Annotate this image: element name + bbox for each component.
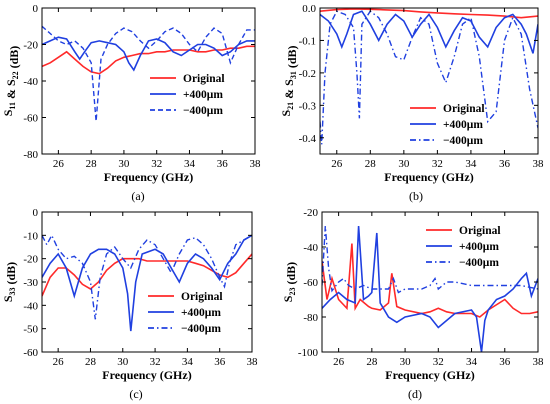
- legend: Original +400μm −400μm: [150, 73, 225, 117]
- x-tick-label: 28: [85, 356, 97, 368]
- x-tick-label: 26: [53, 356, 65, 368]
- legend-label: Original: [459, 225, 501, 237]
- x-tick-label: 36: [214, 356, 226, 368]
- legend-label: −400μm: [181, 323, 221, 335]
- y-tick-label: 0.0: [302, 3, 316, 15]
- x-tick-label: 38: [250, 158, 262, 170]
- legend: Original +400μm −400μm: [148, 291, 223, 335]
- y-tick-label: -40: [23, 300, 38, 312]
- series-line-solid-1: [42, 36, 255, 72]
- legend: Original +400μm −400μm: [426, 225, 501, 269]
- y-tick-label: -0.2: [299, 68, 316, 80]
- y-tick-label: 0: [33, 3, 39, 15]
- y-axis-label: S11 & S22 (dB): [1, 46, 21, 117]
- legend-label: +400μm: [443, 119, 483, 131]
- legend-label: +400μm: [459, 241, 499, 253]
- x-tick-label: 34: [466, 356, 478, 368]
- legend-label: Original: [443, 103, 485, 115]
- series-line-dashdot-2: [42, 233, 252, 320]
- y-tick-label: -20: [303, 207, 318, 219]
- x-tick-label: 26: [333, 356, 345, 368]
- x-tick-label: 36: [499, 356, 511, 368]
- x-axis-label: Frequency (GHz): [102, 368, 191, 382]
- y-tick-label: -100: [298, 347, 319, 359]
- x-tick-label: 32: [432, 158, 443, 170]
- y-tick-label: -50: [23, 324, 38, 336]
- y-tick-label: -40: [23, 76, 38, 88]
- x-tick-label: 36: [499, 158, 511, 170]
- x-tick-label: 34: [465, 158, 477, 170]
- y-tick-label: -0.3: [299, 100, 317, 112]
- x-tick-label: 32: [151, 158, 162, 170]
- legend-label: Original: [183, 73, 225, 85]
- legend-label: +400μm: [181, 307, 221, 319]
- x-tick-label: 30: [117, 356, 129, 368]
- series-line-solid-1: [320, 10, 538, 54]
- legend-label: Original: [181, 291, 223, 303]
- x-tick-label: 28: [86, 158, 98, 170]
- legend-label: −400μm: [459, 257, 499, 269]
- series-line-dash-2: [42, 25, 255, 122]
- y-tick-label: 0: [33, 207, 39, 219]
- legend-label: +400μm: [183, 89, 223, 101]
- chart-panel-1: 26 28 30 32 34 36 38 0.0 -0.1 -0.2 -0.3 -0.4 Frequen…: [279, 3, 544, 203]
- x-tick-label: 26: [53, 158, 65, 170]
- x-tick-label: 30: [400, 356, 412, 368]
- x-tick-label: 36: [217, 158, 229, 170]
- x-axis-label: Frequency (GHz): [384, 170, 473, 184]
- series-line-solid-1: [42, 234, 252, 332]
- x-tick-label: 34: [182, 356, 194, 368]
- x-tick-label: 38: [533, 158, 545, 170]
- legend: Original +400μm −400μm: [410, 103, 485, 147]
- y-tick-label: -60: [23, 347, 38, 359]
- y-tick-label: -40: [303, 242, 318, 254]
- y-tick-label: -20: [23, 254, 38, 266]
- y-tick-label: -80: [303, 312, 318, 324]
- y-tick-label: -10: [23, 230, 38, 242]
- x-tick-label: 32: [150, 356, 161, 368]
- x-tick-label: 32: [433, 356, 444, 368]
- panel-label: (a): [131, 189, 144, 203]
- chart-panel-2: 26 28 30 32 34 36 38 0 -10 -20 -30 -40 -50 -60 Frequen…: [1, 207, 258, 401]
- x-tick-label: 38: [533, 356, 545, 368]
- y-tick-label: -60: [303, 277, 318, 289]
- x-axis-label: Frequency (GHz): [104, 170, 193, 184]
- chart-panel-3: 26 28 30 32 34 36 38 -20 -40 -60 -80 -100 Frequency …: [281, 207, 544, 401]
- y-axis-label: S21 & S31 (dB): [279, 45, 299, 116]
- y-axis-label: S23 (dB): [281, 262, 298, 302]
- x-tick-label: 26: [331, 158, 343, 170]
- plot-frame: [319, 7, 539, 155]
- y-tick-label: -0.1: [299, 35, 316, 47]
- series-line-dashdot-2: [322, 225, 538, 294]
- y-tick-label: -60: [23, 113, 38, 125]
- y-tick-label: -20: [23, 40, 38, 52]
- x-tick-label: 28: [365, 158, 377, 170]
- series-line-solid-0: [322, 243, 538, 318]
- y-axis-label: S33 (dB): [1, 262, 18, 302]
- panel-label: (d): [408, 387, 422, 401]
- series-line-solid-1: [322, 225, 538, 352]
- x-tick-label: 38: [247, 356, 259, 368]
- panel-label: (c): [129, 387, 142, 401]
- chart-panel-0: 26 28 30 32 34 36 38 0 -20 -40 -60 -80 Frequency (GH…: [1, 3, 261, 203]
- legend-label: −400μm: [183, 105, 223, 117]
- panel-label: (b): [409, 189, 423, 203]
- y-tick-label: -80: [23, 149, 38, 161]
- y-tick-label: -30: [23, 277, 38, 289]
- series-line-solid-0: [42, 45, 255, 75]
- legend-label: −400μm: [443, 135, 483, 147]
- series-line-dashdot-2: [320, 10, 538, 145]
- x-tick-label: 30: [398, 158, 410, 170]
- y-tick-label: -0.4: [299, 133, 317, 145]
- series-line-solid-0: [320, 8, 538, 19]
- series-line-solid-0: [42, 253, 252, 297]
- x-tick-label: 30: [118, 158, 130, 170]
- x-axis-label: Frequency (GHz): [385, 368, 474, 382]
- x-tick-label: 34: [184, 158, 196, 170]
- x-tick-label: 28: [366, 356, 378, 368]
